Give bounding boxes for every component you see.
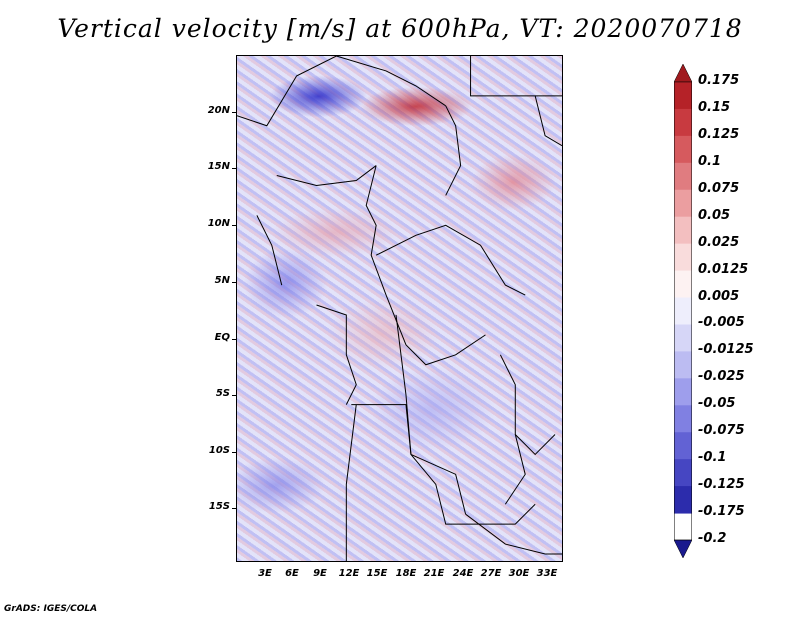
lon-label: 33E: [536, 568, 558, 579]
lon-label: 6E: [285, 568, 299, 579]
colorbar-tick-label: 0.175: [698, 73, 740, 88]
colorbar-segment: [674, 135, 692, 164]
colorbar-segment: [674, 297, 692, 325]
colorbar-top-arrow: [674, 64, 692, 83]
colorbar-segment: [674, 405, 692, 433]
colorbar-tick-label: -0.0125: [698, 342, 754, 358]
colorbar-segment: [674, 270, 692, 299]
colorbar-tick-label: 0.0125: [698, 261, 749, 277]
lat-label: 15S: [200, 501, 237, 512]
country-borders: [237, 56, 562, 561]
colorbar-tick-label: -0.175: [698, 504, 745, 520]
colorbar-tick-label: -0.125: [698, 477, 745, 493]
colorbar-tick-label: -0.2: [698, 531, 727, 546]
colorbar-tick-label: 0.025: [698, 234, 740, 250]
lon-label: 15E: [366, 568, 388, 579]
lat-label: 20N: [200, 105, 237, 116]
lat-label: 15N: [200, 161, 237, 172]
lon-label: 18E: [395, 568, 417, 579]
colorbar-segment: [674, 351, 692, 379]
colorbar-outline: [674, 81, 692, 541]
colorbar-segment: [674, 82, 692, 110]
colorbar-segment: [674, 108, 692, 137]
colorbar-segment: [674, 216, 692, 245]
lat-label: 5S: [200, 388, 237, 399]
lon-label: 27E: [480, 568, 502, 579]
lon-label: 3E: [258, 568, 272, 579]
vertical-velocity-field: [237, 56, 562, 561]
colorbar-segment: [674, 324, 692, 352]
colorbar-tick-label: 0.075: [698, 180, 740, 196]
lon-label: 21E: [423, 568, 445, 579]
colorbar-tick-label: 0.1: [698, 153, 722, 169]
lat-label: 10S: [200, 445, 237, 456]
colorbar-bottom-arrow: [674, 539, 692, 558]
colorbar-tick-label: 0.05: [698, 207, 731, 223]
colorbar-segment: [674, 486, 692, 514]
lat-label: 5N: [200, 275, 237, 286]
lon-label: 12E: [338, 568, 360, 579]
lon-label: 30E: [508, 568, 530, 579]
map-panel: [236, 55, 563, 562]
colorbar-tick-label: -0.025: [698, 369, 745, 385]
colorbar-tick-label: -0.1: [698, 450, 727, 466]
colorbar-tick-label: -0.005: [698, 315, 745, 331]
lat-label: 10N: [200, 218, 237, 229]
colorbar-segment: [674, 162, 692, 191]
colorbar-tick-label: 0.005: [698, 288, 740, 304]
chart-title: Vertical velocity [m/s] at 600hPa, VT: 2…: [57, 14, 743, 43]
lon-label: 24E: [452, 568, 474, 579]
colorbar-segment: [674, 378, 692, 406]
colorbar-segment: [674, 459, 692, 487]
colorbar-tick-label: 0.125: [698, 126, 740, 142]
colorbar-tick-label: 0.15: [698, 99, 731, 115]
colorbar: [674, 64, 692, 558]
lat-label: EQ: [200, 332, 237, 343]
colorbar-tick-label: -0.05: [698, 396, 736, 412]
footer-credit: GrADS: IGES/COLA: [4, 604, 98, 614]
colorbar-segment: [674, 243, 692, 272]
lon-label: 9E: [313, 568, 327, 579]
colorbar-segment: [674, 432, 692, 460]
colorbar-segment: [674, 189, 692, 218]
colorbar-tick-label: -0.075: [698, 423, 745, 439]
